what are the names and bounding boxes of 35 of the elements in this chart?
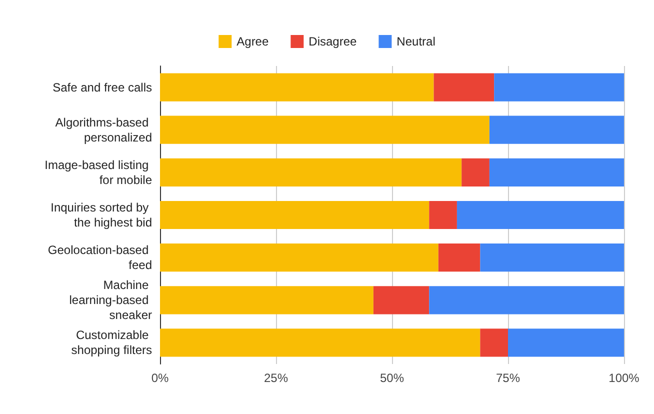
- bar: [456, 200, 624, 230]
- bar: [494, 73, 624, 102]
- legend-label: Neutral: [396, 34, 436, 48]
- bar: [438, 244, 480, 272]
- bar: [160, 328, 480, 357]
- bar: [160, 200, 430, 230]
- y-tick-label: Inquiries sorted by the highest bid: [50, 200, 152, 230]
- y-tick-label: Customizable shopping filters: [71, 328, 152, 358]
- y-tick-label: Machine learning-based sneaker: [69, 278, 152, 322]
- bar: [508, 328, 624, 357]
- legend-label: Disagree: [308, 34, 358, 48]
- y-tick-label: Algorithms-based personalized: [55, 115, 152, 144]
- bar: [160, 158, 462, 186]
- bar: [160, 244, 438, 272]
- x-tick-label: 25%: [264, 371, 288, 385]
- bar: [480, 328, 508, 357]
- x-tick-label: 50%: [380, 371, 404, 385]
- y-tick-label: Geolocation-based feed: [48, 243, 152, 272]
- bar: [462, 158, 490, 186]
- legend-label: Agree: [236, 34, 269, 48]
- bar: [160, 116, 490, 144]
- bar: [160, 286, 374, 314]
- x-tick-label: 0%: [151, 371, 169, 385]
- bar: [429, 286, 624, 314]
- x-tick-label: 100%: [608, 371, 640, 385]
- bar: [429, 200, 457, 230]
- bar: [373, 286, 430, 314]
- bar: [480, 244, 624, 272]
- bar: [160, 73, 434, 102]
- y-tick-label: Safe and free calls: [52, 80, 152, 94]
- bar: [489, 116, 624, 144]
- x-tick-label: 75%: [496, 371, 520, 385]
- y-tick-label: Image-based listing for mobile: [44, 158, 152, 187]
- bar: [434, 73, 494, 102]
- bar: [489, 158, 624, 186]
